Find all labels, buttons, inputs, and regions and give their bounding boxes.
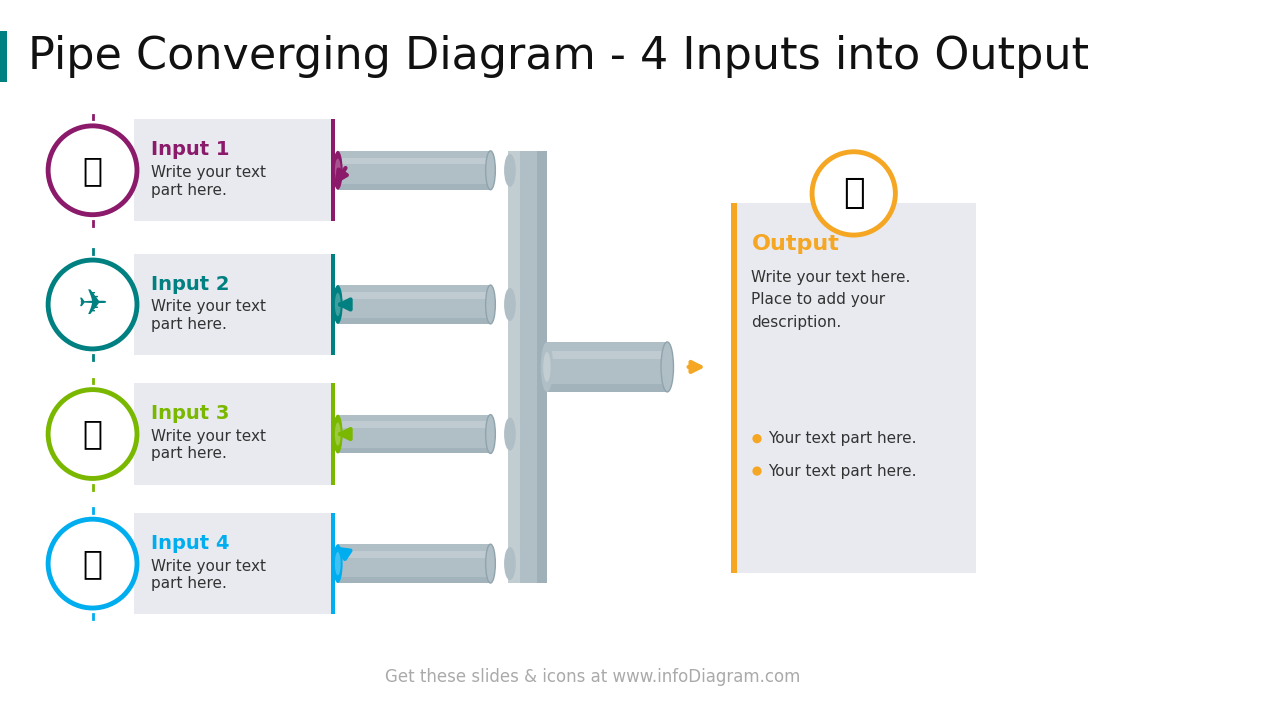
Ellipse shape [504, 154, 516, 186]
Text: Write your text
part here.: Write your text part here. [151, 300, 266, 332]
Circle shape [753, 434, 762, 444]
FancyBboxPatch shape [134, 383, 333, 485]
Ellipse shape [485, 544, 495, 583]
FancyBboxPatch shape [538, 151, 547, 583]
Text: Your text part here.: Your text part here. [768, 431, 916, 446]
Text: 🤝: 🤝 [82, 154, 102, 186]
Ellipse shape [335, 293, 340, 316]
Ellipse shape [335, 423, 340, 446]
Ellipse shape [540, 342, 553, 392]
Ellipse shape [504, 418, 516, 451]
FancyBboxPatch shape [332, 513, 335, 614]
FancyBboxPatch shape [338, 151, 490, 189]
Ellipse shape [543, 352, 550, 382]
Ellipse shape [333, 415, 343, 454]
FancyBboxPatch shape [338, 421, 490, 428]
FancyBboxPatch shape [731, 202, 977, 573]
Ellipse shape [333, 151, 343, 189]
Text: Get these slides & icons at www.infoDiagram.com: Get these slides & icons at www.infoDiag… [384, 667, 800, 685]
Text: 💼: 💼 [82, 418, 102, 451]
FancyBboxPatch shape [338, 415, 490, 454]
FancyBboxPatch shape [338, 448, 490, 454]
FancyBboxPatch shape [338, 158, 490, 164]
Circle shape [812, 152, 896, 235]
FancyBboxPatch shape [338, 285, 490, 324]
FancyBboxPatch shape [338, 577, 490, 583]
FancyBboxPatch shape [338, 544, 490, 583]
Circle shape [753, 467, 762, 476]
Text: Input 3: Input 3 [151, 404, 229, 423]
Circle shape [49, 519, 137, 608]
Text: Write your text
part here.: Write your text part here. [151, 165, 266, 197]
Text: Write your text
part here.: Write your text part here. [151, 559, 266, 591]
FancyBboxPatch shape [338, 318, 490, 324]
FancyBboxPatch shape [134, 253, 333, 356]
Circle shape [49, 390, 137, 479]
Ellipse shape [660, 342, 673, 392]
FancyBboxPatch shape [0, 32, 8, 82]
FancyBboxPatch shape [134, 513, 333, 614]
Circle shape [49, 126, 137, 215]
Ellipse shape [485, 415, 495, 454]
Text: Your text part here.: Your text part here. [768, 464, 916, 479]
Text: Pipe Converging Diagram - 4 Inputs into Output: Pipe Converging Diagram - 4 Inputs into … [28, 35, 1089, 78]
Text: Input 2: Input 2 [151, 274, 229, 294]
FancyBboxPatch shape [508, 151, 520, 583]
Text: Output: Output [751, 234, 840, 254]
FancyBboxPatch shape [332, 253, 335, 356]
Ellipse shape [333, 544, 343, 583]
FancyBboxPatch shape [338, 184, 490, 189]
Text: Write your text here.
Place to add your
description.: Write your text here. Place to add your … [751, 270, 911, 330]
FancyBboxPatch shape [332, 120, 335, 221]
Text: 💻: 💻 [82, 547, 102, 580]
FancyBboxPatch shape [547, 342, 667, 392]
Text: Input 1: Input 1 [151, 140, 229, 159]
Ellipse shape [335, 158, 340, 182]
Ellipse shape [485, 285, 495, 324]
FancyBboxPatch shape [134, 120, 333, 221]
Ellipse shape [335, 552, 340, 575]
Ellipse shape [504, 288, 516, 321]
FancyBboxPatch shape [547, 384, 667, 392]
Text: Input 4: Input 4 [151, 534, 229, 553]
FancyBboxPatch shape [338, 551, 490, 558]
FancyBboxPatch shape [547, 351, 667, 359]
Ellipse shape [333, 285, 343, 324]
Text: 📈: 📈 [844, 176, 864, 210]
Text: Write your text
part here.: Write your text part here. [151, 429, 266, 462]
FancyBboxPatch shape [731, 202, 737, 573]
FancyBboxPatch shape [332, 383, 335, 485]
Ellipse shape [485, 151, 495, 189]
Ellipse shape [504, 547, 516, 580]
FancyBboxPatch shape [508, 151, 547, 583]
FancyBboxPatch shape [338, 292, 490, 299]
Circle shape [49, 260, 137, 349]
Text: ✈: ✈ [77, 287, 108, 321]
